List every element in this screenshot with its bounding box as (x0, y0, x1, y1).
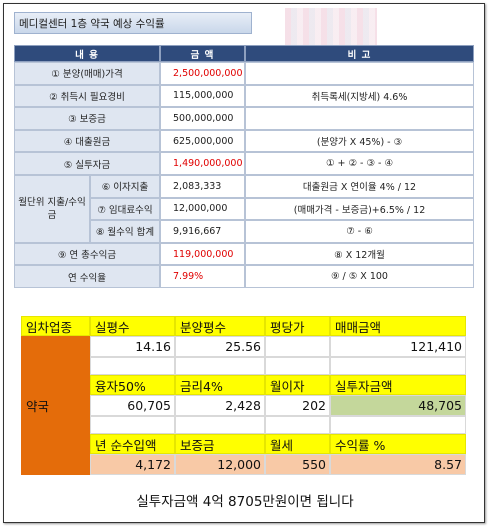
row-label: ③ 보증금 (14, 107, 160, 130)
sheet-label: 실투자금액 (330, 375, 466, 395)
sheet-gap (330, 416, 466, 434)
sheet-value: 12,000 (175, 454, 265, 475)
sheet-label: 분양평수 (175, 316, 265, 336)
amount: 2,500,000,000 (160, 62, 245, 85)
sheet-value: 48,705 (330, 395, 466, 416)
amount: 500,000,000 (160, 107, 245, 130)
header-cell: 내 용 (14, 45, 160, 62)
header-cell: 금 액 (160, 45, 245, 62)
sheet-value: 8.57 (330, 454, 466, 475)
note (245, 107, 474, 130)
corner-cell: 임차업종 (21, 316, 90, 336)
sheet-value: 60,705 (90, 395, 175, 416)
amount: 9,916,667 (160, 220, 245, 243)
header-cell: 비 고 (245, 45, 474, 62)
sheet-label: 실평수 (90, 316, 175, 336)
amount: 2,083,333 (160, 175, 245, 198)
sheet-label: 월세 (265, 434, 330, 454)
sheet-gap (265, 357, 330, 375)
sheet-value: 14.16 (90, 336, 175, 357)
amount: 1,490,000,000 (160, 152, 245, 175)
note: (분양가 X 45%) - ③ (245, 129, 474, 153)
row-label: ① 분양(매매)가격 (14, 62, 160, 85)
sheet-value: 2,428 (175, 395, 265, 416)
note: 취득록세(지방세) 4.6% (245, 84, 474, 108)
sheet-value: 202 (265, 395, 330, 416)
group-label: 월단위 지출/수익금 (14, 175, 90, 243)
sheet-gap (90, 357, 175, 375)
sheet-label: 월이자 (265, 375, 330, 395)
note: ⑨ / ⑤ X 100 (245, 265, 474, 288)
amount: 115,000,000 (160, 84, 245, 108)
row-label: ⑧ 월수익 합계 (90, 220, 160, 243)
sheet-label: 융자50% (90, 375, 175, 395)
sheet-value: 550 (265, 454, 330, 475)
sheet-gap (175, 416, 265, 434)
frame (3, 3, 485, 523)
amount: 119,000,000 (160, 242, 245, 266)
note (245, 62, 474, 85)
row-label: ⑨ 연 총수익금 (14, 242, 160, 266)
amount: 12,000,000 (160, 197, 245, 221)
sheet-label: 매매금액 (330, 316, 466, 336)
amount: 7.99% (160, 265, 245, 288)
row-label: ② 취득시 필요경비 (14, 84, 160, 108)
note: ⑧ X 12개월 (245, 242, 474, 266)
row-label: ⑦ 임대료수익 (90, 197, 160, 221)
row-label: ⑤ 실투자금 (14, 152, 160, 175)
note: (매매가격 - 보증금)+6.5% / 12 (245, 197, 474, 221)
note: ① + ② - ③ - ④ (245, 152, 474, 175)
title-bar: 메디컬센터 1층 약국 예상 수익률 (14, 12, 252, 34)
row-label: 연 수익율 (14, 265, 160, 288)
sheet-value: 4,172 (90, 454, 175, 475)
row-label: ④ 대출원금 (14, 129, 160, 153)
row-label: ⑥ 이자지출 (90, 175, 160, 198)
sheet-gap (330, 357, 466, 375)
sheet-gap (90, 416, 175, 434)
amount: 625,000,000 (160, 129, 245, 153)
sheet-gap (175, 357, 265, 375)
sheet-label: 금리4% (175, 375, 265, 395)
sheet-label: 평당가 (265, 316, 330, 336)
note: 대출원금 X 연이율 4% / 12 (245, 175, 474, 198)
sheet-value (265, 336, 330, 357)
sheet-value: 121,410 (330, 336, 466, 357)
note: ⑦ - ⑥ (245, 220, 474, 243)
business-cell: 약국 (21, 336, 90, 475)
blurred-area (285, 8, 377, 46)
sheet-label: 수익률 % (330, 434, 466, 454)
sheet-label: 년 순수입액 (90, 434, 175, 454)
sheet-label: 보증금 (175, 434, 265, 454)
sheet-gap (265, 416, 330, 434)
footer-text: 실투자금액 4억 8705만원이면 됩니다 (136, 494, 354, 510)
sheet-value: 25.56 (175, 336, 265, 357)
